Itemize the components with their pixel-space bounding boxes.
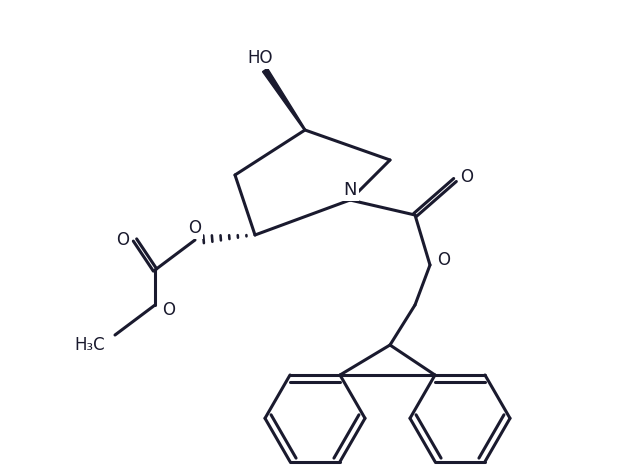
Text: H₃C: H₃C xyxy=(74,336,105,354)
Text: O: O xyxy=(189,219,202,237)
Text: HO: HO xyxy=(247,49,273,67)
Text: N: N xyxy=(343,181,356,199)
Text: O: O xyxy=(116,231,129,249)
Text: O: O xyxy=(163,301,175,319)
Text: O: O xyxy=(461,168,474,186)
Polygon shape xyxy=(262,68,306,130)
Text: O: O xyxy=(438,251,451,269)
